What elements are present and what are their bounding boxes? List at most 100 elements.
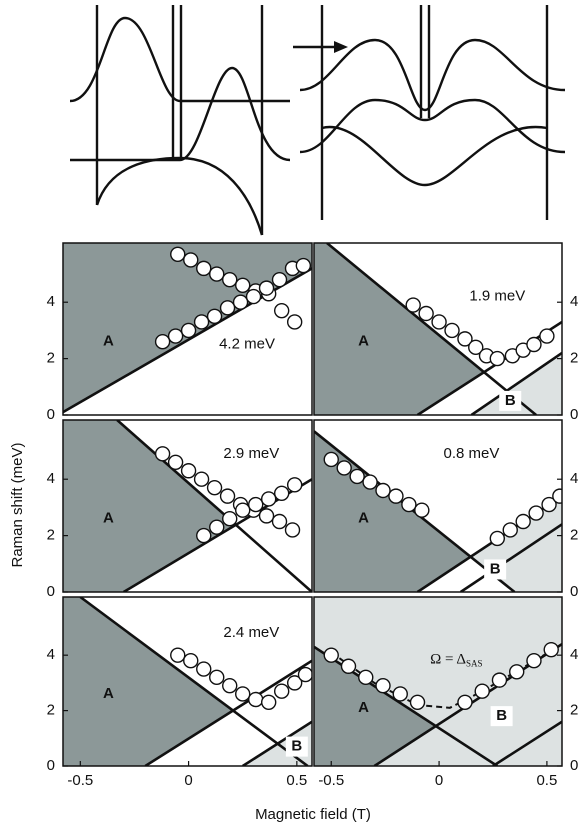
data-point: [324, 648, 338, 662]
y-tick-label: 2: [570, 350, 578, 367]
data-point: [337, 461, 351, 475]
data-point: [415, 503, 429, 517]
y-tick-label: 0: [47, 406, 55, 423]
y-tick-label: 4: [47, 293, 55, 310]
data-point: [445, 323, 459, 337]
data-point: [288, 315, 302, 329]
data-point: [402, 498, 416, 512]
data-point: [208, 481, 222, 495]
energy-label: 0.8 meV: [443, 445, 499, 462]
data-point: [210, 670, 224, 684]
data-point: [223, 679, 237, 693]
energy-label: 2.4 meV: [223, 624, 279, 641]
data-point: [359, 670, 373, 684]
data-point: [299, 668, 313, 682]
region-label: B: [490, 560, 501, 577]
data-point: [529, 506, 543, 520]
data-point: [262, 492, 276, 506]
region-label: A: [103, 510, 114, 527]
data-point: [210, 520, 224, 534]
x-axis-label: Magnetic field (T): [255, 806, 371, 823]
y-tick-label: 4: [47, 646, 55, 663]
data-point: [510, 665, 524, 679]
y-tick-label: 4: [570, 646, 578, 663]
data-point: [249, 498, 263, 512]
data-point: [169, 329, 183, 343]
y-tick-label: 2: [47, 702, 55, 719]
data-point: [516, 515, 530, 529]
x-tick-label: 0: [435, 772, 443, 789]
y-tick-label: 0: [47, 583, 55, 600]
data-point: [540, 329, 554, 343]
panel: [314, 431, 567, 592]
data-point: [376, 483, 390, 497]
data-point: [527, 338, 541, 352]
x-tick-label: 0.5: [286, 772, 307, 789]
data-point: [411, 695, 425, 709]
data-point: [363, 475, 377, 489]
data-point: [195, 315, 209, 329]
data-point: [288, 478, 302, 492]
data-point: [419, 306, 433, 320]
data-point: [432, 315, 446, 329]
schematic: [70, 5, 565, 235]
region: [63, 420, 236, 592]
x-tick-label: 0: [184, 772, 192, 789]
energy-label: 4.2 meV: [219, 335, 275, 352]
region-label: A: [358, 510, 369, 527]
data-point: [273, 273, 287, 287]
x-tick-label: -0.5: [67, 772, 93, 789]
data-point: [275, 684, 289, 698]
data-point: [236, 278, 250, 292]
y-tick-label: 2: [47, 527, 55, 544]
data-point: [197, 261, 211, 275]
data-point: [389, 489, 403, 503]
x-tick-label: 0.5: [536, 772, 557, 789]
region: [63, 597, 233, 766]
panel: [314, 243, 562, 415]
y-tick-label: 4: [570, 293, 578, 310]
data-point: [286, 523, 300, 537]
y-tick-label: 0: [570, 757, 578, 774]
data-point: [475, 684, 489, 698]
region-label: A: [103, 685, 114, 702]
data-point: [195, 472, 209, 486]
data-point: [262, 695, 276, 709]
panel: [63, 597, 313, 766]
data-point: [236, 503, 250, 517]
energy-label: 2.9 meV: [223, 445, 279, 462]
data-point: [184, 253, 198, 267]
y-tick-label: 4: [47, 470, 55, 487]
data-point: [273, 515, 287, 529]
data-point: [342, 659, 356, 673]
data-point: [171, 648, 185, 662]
region-label: B: [291, 738, 302, 755]
data-point: [171, 247, 185, 261]
panel: [314, 597, 562, 766]
data-point: [208, 309, 222, 323]
data-point: [376, 679, 390, 693]
data-point: [156, 335, 170, 349]
data-point: [223, 273, 237, 287]
data-point: [197, 529, 211, 543]
data-point: [182, 323, 196, 337]
y-tick-label: 2: [570, 702, 578, 719]
region-label: A: [103, 333, 114, 350]
y-axis-label: Raman shift (meV): [9, 442, 26, 567]
data-point: [275, 304, 289, 318]
data-point: [324, 452, 338, 466]
data-point: [182, 464, 196, 478]
data-point: [221, 489, 235, 503]
data-point: [249, 693, 263, 707]
panel: [63, 243, 312, 412]
data-point: [210, 267, 224, 281]
data-point: [527, 654, 541, 668]
data-point: [406, 298, 420, 312]
data-point: [234, 295, 248, 309]
y-tick-label: 2: [570, 527, 578, 544]
annotation-sub: SAS: [466, 659, 483, 669]
y-tick-label: 0: [570, 406, 578, 423]
data-point: [544, 643, 558, 657]
data-point: [275, 486, 289, 500]
y-tick-label: 0: [47, 757, 55, 774]
